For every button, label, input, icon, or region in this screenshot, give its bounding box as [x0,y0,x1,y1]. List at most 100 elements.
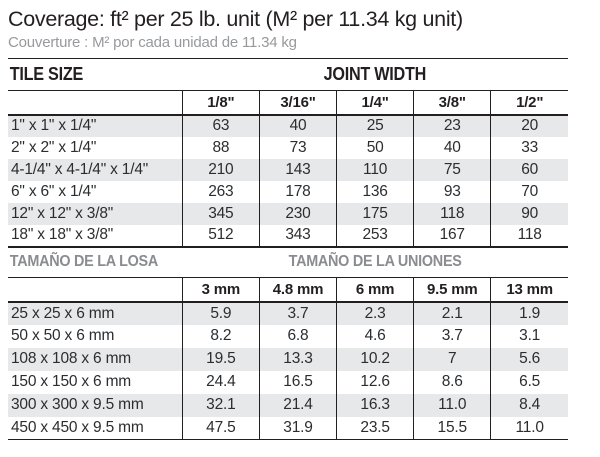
coverage-value: 23.5 [336,416,414,440]
coverage-value: 75 [413,158,491,181]
coverage-value: 47.5 [181,416,260,440]
coverage-value: 8.2 [181,324,260,348]
table-row: 150 x 150 x 6 mm 24.4 16.5 12.6 8.6 6.5 [8,370,568,394]
coverage-value: 512 [181,224,260,248]
table-row: 25 x 25 x 6 mm 5.9 3.7 2.3 2.1 1.9 [8,301,568,325]
column-header-1-8in: 1/8" [181,90,260,116]
coverage-value: 110 [336,158,414,181]
coverage-value: 3.7 [258,301,337,325]
losa-size-cell: 300 x 300 x 9.5 mm [11,396,144,413]
coverage-value: 167 [413,224,491,248]
column-header-3-8in: 3/8" [413,90,491,116]
coverage-value: 2.1 [413,301,491,325]
coverage-value: 25 [336,114,414,137]
column-header-1-2in: 1/2" [490,90,568,116]
coverage-value: 178 [258,180,337,203]
coverage-value: 88 [181,136,260,159]
table-row: 12" x 12" x 3/8" 345 230 175 118 90 [8,202,568,225]
table-row: 6" x 6" x 1/4" 263 178 136 93 70 [8,180,568,203]
table-row: 108 x 108 x 6 mm 19.5 13.3 10.2 7 5.6 [8,347,568,371]
coverage-value: 40 [413,136,491,159]
coverage-value: 6.8 [258,324,337,348]
coverage-value: 4.6 [336,324,414,348]
coverage-value: 3.1 [490,324,568,348]
column-header-13mm: 13 mm [490,277,568,303]
coverage-value: 5.9 [181,301,260,325]
coverage-value: 6.5 [490,370,568,394]
losa-size-heading-text: TAMAÑO DE LA LOSA [9,253,159,271]
page-title: Coverage: ft² per 25 lb. unit (M² per 11… [8,7,463,31]
tile-size-cell: 4-1/4" x 4-1/4" x 1/4" [11,160,149,178]
coverage-value: 8.4 [490,393,568,417]
coverage-value: 143 [258,158,337,181]
coverage-document: Coverage: ft² per 25 lb. unit (M² per 11… [8,7,568,440]
coverage-value: 73 [258,136,337,159]
coverage-value: 32.1 [181,393,260,417]
losa-size-heading: TAMAÑO DE LA LOSA [8,247,183,278]
metric-coverage-table: TAMAÑO DE LA LOSA TAMAÑO DE LA UNIONES 3… [8,247,568,440]
coverage-value: 20 [490,114,568,137]
coverage-value: 16.3 [336,393,414,417]
coverage-value: 118 [490,224,568,248]
coverage-value: 5.6 [490,347,568,371]
coverage-value: 12.6 [336,370,414,394]
table-row: 450 x 450 x 9.5 mm 47.5 31.9 23.5 15.5 1… [8,416,568,440]
joint-width-heading-text: JOINT WIDTH [323,64,427,84]
blank-header-cell [8,277,183,303]
losa-size-cell: 108 x 108 x 6 mm [11,350,131,367]
coverage-value: 19.5 [181,347,260,371]
coverage-value: 11.0 [490,416,568,440]
coverage-value: 93 [413,180,491,203]
coverage-value: 90 [490,202,568,225]
coverage-value: 50 [336,136,414,159]
coverage-value: 210 [181,158,260,181]
coverage-value: 253 [336,224,414,248]
column-header-3-16in: 3/16" [258,90,337,116]
coverage-value: 230 [258,202,337,225]
coverage-value: 2.3 [336,301,414,325]
table-row: 50 x 50 x 6 mm 8.2 6.8 4.6 3.7 3.1 [8,324,568,348]
table-row: 1" x 1" x 1/4" 63 40 25 23 20 [8,114,568,137]
uniones-size-heading-text: TAMAÑO DE LA UNIONES [288,253,462,271]
coverage-value: 16.5 [258,370,337,394]
coverage-value: 13.3 [258,347,337,371]
tile-size-cell: 6" x 6" x 1/4" [11,182,97,200]
tile-size-heading-text: TILE SIZE [9,64,83,84]
blank-header-cell [8,90,183,116]
tile-size-cell: 18" x 18" x 3/8" [8,224,183,248]
page-subtitle: Couverture : M² por cada unidad de 11.34… [8,34,297,51]
coverage-value: 3.7 [413,324,491,348]
coverage-value: 70 [490,180,568,203]
table-row: 300 x 300 x 9.5 mm 32.1 21.4 16.3 11.0 8… [8,393,568,417]
coverage-value: 40 [258,114,337,137]
coverage-value: 343 [258,224,337,248]
metric-section-header-row: TAMAÑO DE LA LOSA TAMAÑO DE LA UNIONES [8,247,568,278]
coverage-value: 60 [490,158,568,181]
coverage-value: 23 [413,114,491,137]
coverage-value: 21.4 [258,393,337,417]
column-header-9-5mm: 9.5 mm [413,277,491,303]
coverage-value: 11.0 [413,393,491,417]
coverage-value: 31.9 [258,416,337,440]
column-header-4-8mm: 4.8 mm [258,277,337,303]
losa-size-cell: 450 x 450 x 9.5 mm [8,416,183,440]
coverage-value: 10.2 [336,347,414,371]
tile-size-heading: TILE SIZE [8,58,183,91]
losa-size-cell: 150 x 150 x 6 mm [11,373,131,390]
coverage-value: 15.5 [413,416,491,440]
metric-column-header-row: 3 mm 4.8 mm 6 mm 9.5 mm 13 mm [8,277,568,303]
column-header-3mm: 3 mm [181,277,260,303]
coverage-value: 345 [181,202,260,225]
tile-size-cell: 12" x 12" x 3/8" [11,204,114,222]
coverage-value: 7 [413,347,491,371]
coverage-value: 1.9 [490,301,568,325]
losa-size-cell: 50 x 50 x 6 mm [11,327,115,344]
column-header-1-4in: 1/4" [336,90,414,116]
losa-size-cell: 25 x 25 x 6 mm [11,304,115,322]
tile-size-cell: 2" x 2" x 1/4" [11,138,97,156]
coverage-value: 33 [490,136,568,159]
coverage-value: 8.6 [413,370,491,394]
tile-size-cell: 1" x 1" x 1/4" [11,117,97,134]
coverage-value: 24.4 [181,370,260,394]
joint-width-heading: JOINT WIDTH [182,58,568,91]
